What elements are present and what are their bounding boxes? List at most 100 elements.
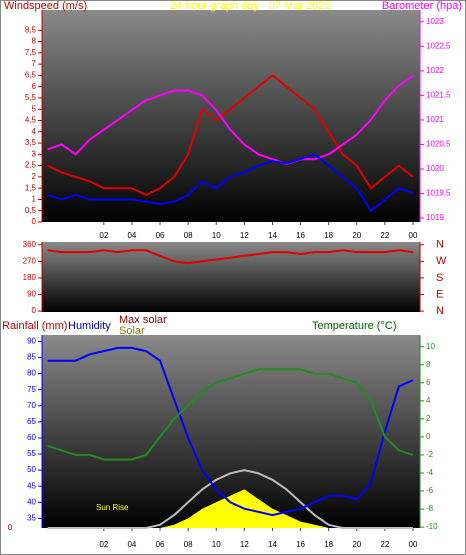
x-tick-label: 18 xyxy=(324,231,333,240)
annotation: Sun Rise xyxy=(96,503,129,512)
x-tick-label: 16 xyxy=(296,231,305,240)
x-tick-label: 20 xyxy=(352,540,361,549)
y2-tick-label: 1023 xyxy=(426,17,444,26)
y-tick-label: 40 xyxy=(27,497,36,506)
y-tick-label: 270 xyxy=(23,256,37,265)
x-tick-label: 14 xyxy=(268,231,277,240)
x-tick-label: 08 xyxy=(184,540,193,549)
series-line xyxy=(47,469,413,529)
y-tick-label: 1 xyxy=(32,195,37,204)
y-tick-label: 360 xyxy=(23,240,37,249)
series-line xyxy=(47,153,414,213)
legend-temperature: Temperature (°C) xyxy=(312,320,396,332)
legend-max-solar: Max solar xyxy=(119,314,167,326)
y2-tick-label: E xyxy=(436,288,443,300)
x-tick-label: 12 xyxy=(240,540,249,549)
y2-tick-label: 1021 xyxy=(426,115,444,124)
chart-title: 24 hour graph day - 07 Mar 2025 xyxy=(170,0,331,12)
y2-axis-title: Barometer (hpa) xyxy=(382,0,462,12)
y2-tick-label: 0 xyxy=(426,432,431,441)
x-tick-label: 12 xyxy=(240,231,249,240)
x-tick-label: 00 xyxy=(409,540,418,549)
series-line xyxy=(47,74,414,166)
y-tick-label: 2 xyxy=(32,172,37,181)
y-tick-label: 90 xyxy=(27,290,36,299)
y-tick-label: 75 xyxy=(27,385,36,394)
y2-tick-label: 8 xyxy=(426,360,431,369)
legend-solar: Solar xyxy=(119,325,145,337)
x-tick-label: 10 xyxy=(212,540,221,549)
rain-axis-title: Rainfall (mm) xyxy=(2,320,67,332)
legend-humidity: Humidity xyxy=(68,320,111,332)
y2-tick-label: -6 xyxy=(426,486,434,495)
series-line xyxy=(47,74,414,197)
y2-tick-label: 1022,5 xyxy=(426,41,451,50)
y-tick-label: 6 xyxy=(32,82,37,91)
x-tick-label: 18 xyxy=(324,540,333,549)
x-tick-label: 08 xyxy=(184,231,193,240)
plot-bg xyxy=(42,242,420,312)
y-tick-label: 0 xyxy=(32,217,37,226)
y2-tick-label: -8 xyxy=(426,504,434,513)
y2-tick-label: 2 xyxy=(426,414,431,423)
y-tick-label: 85 xyxy=(27,353,36,362)
y2-tick-label: 1020 xyxy=(426,164,444,173)
solar-area xyxy=(47,489,413,528)
y-tick-label: 180 xyxy=(23,273,37,282)
x-tick-label: 10 xyxy=(212,231,221,240)
rain-tick-label: 0 xyxy=(8,523,13,532)
y2-tick-label: N xyxy=(436,239,444,251)
y-tick-label: 90 xyxy=(27,337,36,346)
x-tick-label: 02 xyxy=(99,231,108,240)
x-tick-label: 16 xyxy=(296,540,305,549)
y-tick-label: 3,5 xyxy=(25,138,37,147)
y2-tick-label: -10 xyxy=(426,522,438,531)
y-tick-label: 4,5 xyxy=(25,116,37,125)
y-tick-label: 35 xyxy=(27,513,36,522)
y2-tick-label: 1021,5 xyxy=(426,90,451,99)
y2-tick-label: -4 xyxy=(426,468,434,477)
y2-tick-label: 1020,5 xyxy=(426,140,451,149)
y2-tick-label: 1019,5 xyxy=(426,189,451,198)
y-tick-label: 3 xyxy=(32,149,37,158)
x-tick-label: 02 xyxy=(99,540,108,549)
y2-tick-label: 4 xyxy=(426,396,431,405)
x-tick-label: 20 xyxy=(352,231,361,240)
x-tick-label: 06 xyxy=(156,231,165,240)
y-tick-label: 0,5 xyxy=(25,206,37,215)
y2-tick-label: N xyxy=(436,305,444,317)
y-tick-label: 0 xyxy=(32,306,37,315)
x-tick-label: 00 xyxy=(409,231,418,240)
x-tick-label: 04 xyxy=(127,231,136,240)
x-tick-label: 22 xyxy=(380,540,389,549)
y-tick-label: 7,5 xyxy=(25,48,37,57)
y-tick-label: 2,5 xyxy=(25,161,37,170)
y-axis-title: Windspeed (m/s) xyxy=(4,0,87,12)
y-tick-label: 4 xyxy=(32,127,37,136)
x-tick-label: 22 xyxy=(380,231,389,240)
y-tick-label: 5,5 xyxy=(25,93,37,102)
y2-tick-label: 10 xyxy=(426,342,435,351)
y-tick-label: 45 xyxy=(27,481,36,490)
y2-tick-label: -2 xyxy=(426,450,434,459)
x-tick-label: 06 xyxy=(156,540,165,549)
y2-tick-label: S xyxy=(436,272,443,284)
y-tick-label: 5 xyxy=(32,104,37,113)
x-tick-label: 04 xyxy=(127,540,136,549)
y-tick-label: 55 xyxy=(27,449,36,458)
y-tick-label: 6,5 xyxy=(25,71,37,80)
y-tick-label: 8,5 xyxy=(25,25,37,34)
y-tick-label: 80 xyxy=(27,369,36,378)
y2-tick-label: W xyxy=(436,255,447,267)
plot-bg xyxy=(42,10,420,222)
series-line xyxy=(47,249,414,265)
y2-tick-label: 1022 xyxy=(426,66,444,75)
y-tick-label: 1,5 xyxy=(25,183,37,192)
series-line xyxy=(47,368,414,461)
y2-tick-label: 6 xyxy=(426,378,431,387)
y-tick-label: 65 xyxy=(27,417,36,426)
y2-tick-label: 1019 xyxy=(426,213,444,222)
y-tick-label: 50 xyxy=(27,465,36,474)
y-tick-label: 70 xyxy=(27,401,36,410)
